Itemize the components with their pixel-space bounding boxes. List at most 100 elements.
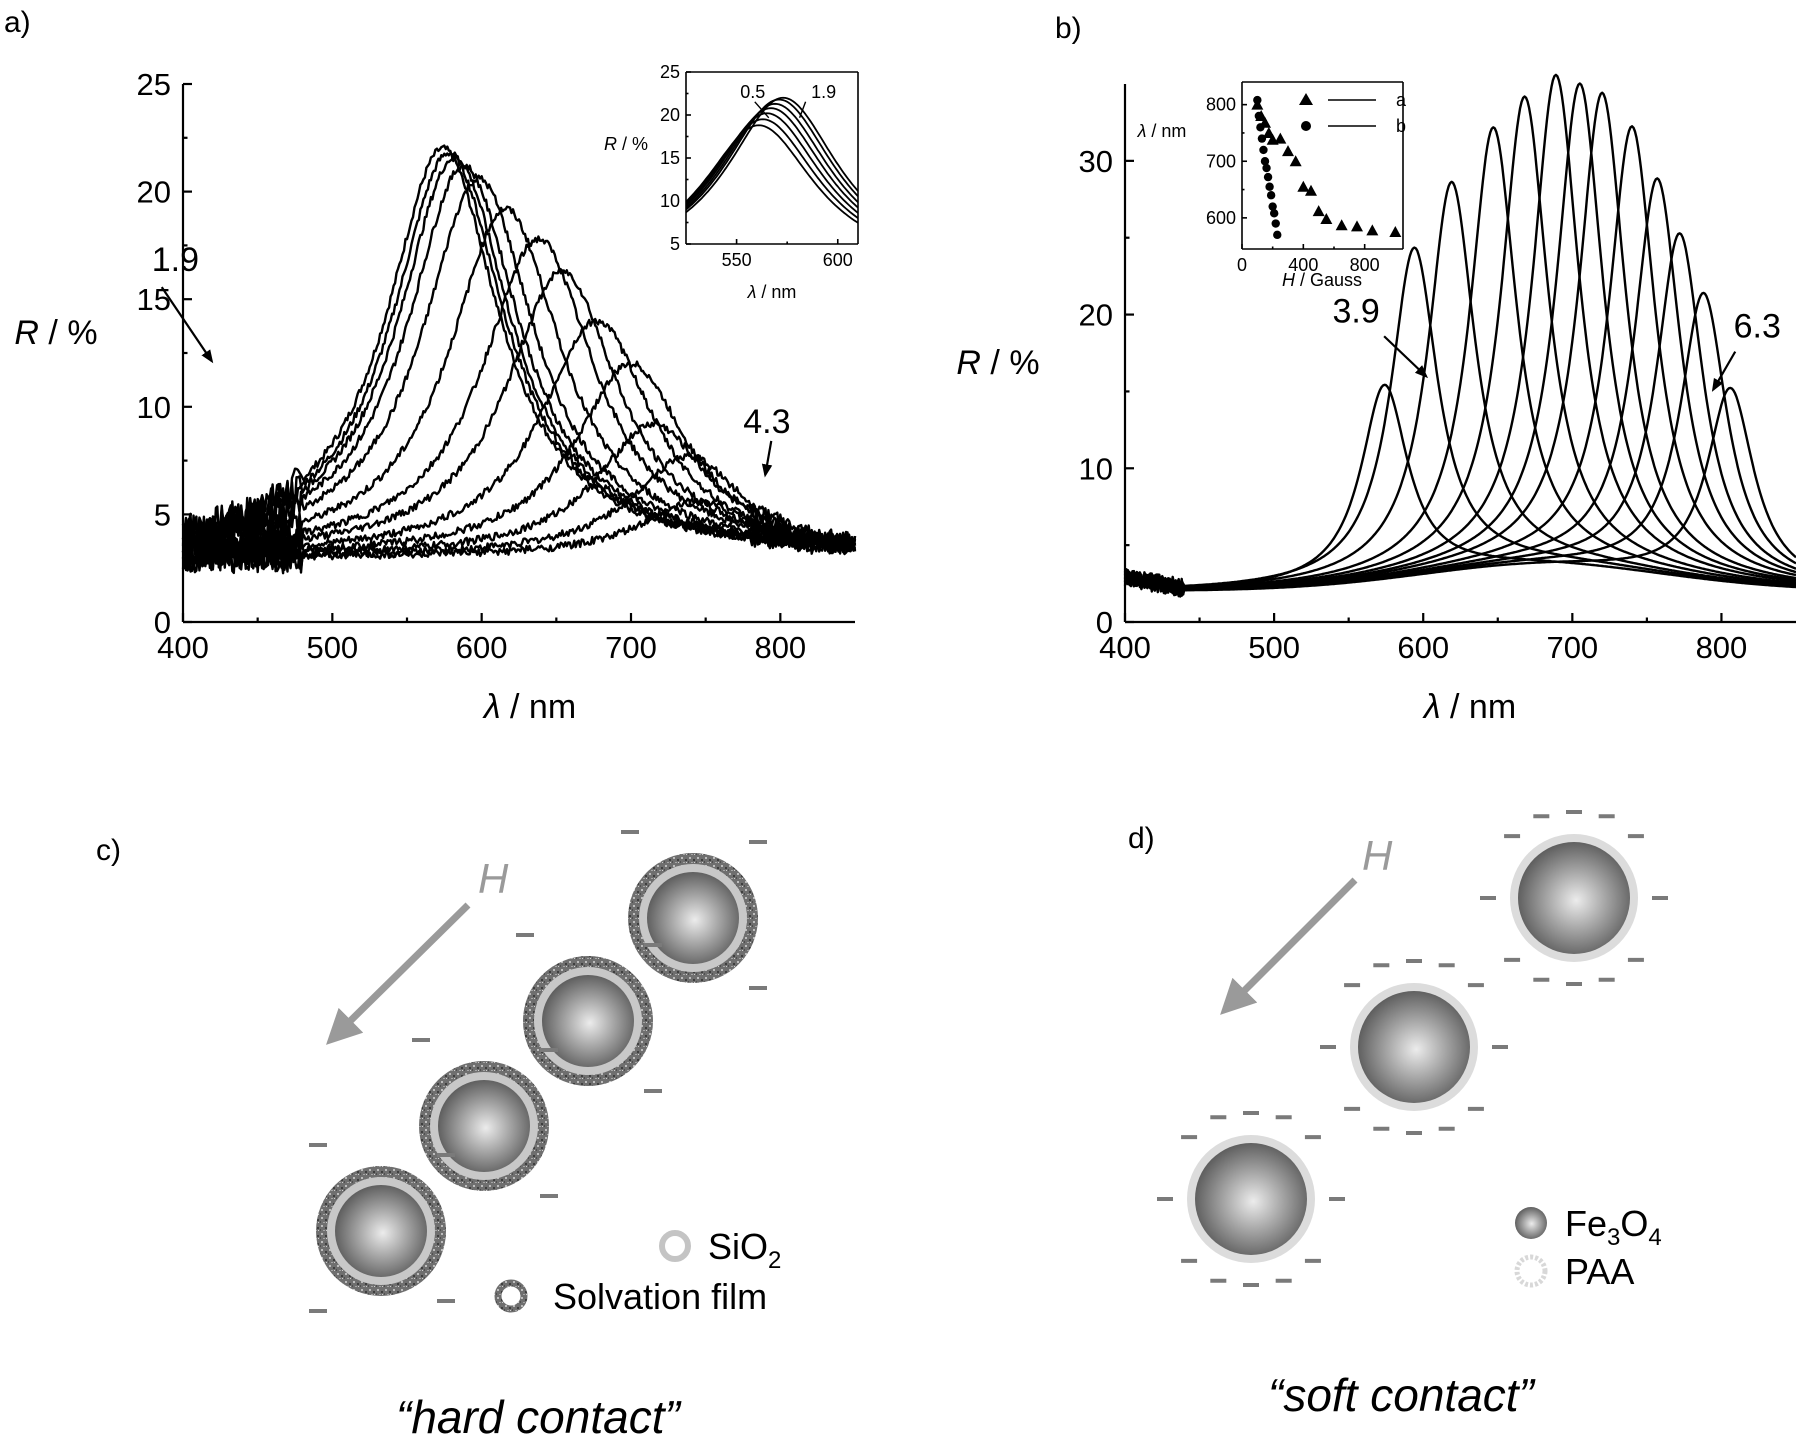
chart-b-ytick-label: 10: [1079, 451, 1113, 486]
panel-label-c: c): [96, 834, 121, 867]
chart-a-inset-spectrum-1: [685, 118, 859, 219]
chart-b-inset-point-a: [1289, 155, 1302, 167]
chart-a-y-axis-label: R / %: [14, 314, 97, 352]
particle-c-3: [309, 1143, 455, 1313]
chart-a-inset-annotation-label: 0.5: [740, 82, 765, 102]
legend-paa-label: PAA: [1565, 1251, 1634, 1292]
diagram-d-soft-contact: H Fe3O4 PAA “soft contact”: [1157, 810, 1668, 1421]
chart-b-inset-xtick-label: 400: [1288, 255, 1318, 275]
chart-a-inset-ytick-label: 15: [660, 148, 680, 168]
panel-label-a: a): [4, 6, 31, 39]
chart-b-spectrum-8: [1123, 125, 1796, 597]
chart-b-y-axis-unit: / %: [981, 344, 1040, 382]
magnetite-core: [542, 975, 634, 1067]
chart-b-inset-point-a: [1262, 126, 1275, 138]
chart-a-inset-spectrum-3: [685, 107, 859, 209]
particle-d-1: [1320, 959, 1508, 1135]
chart-b-x-axis-label: λ / nm: [1422, 688, 1516, 726]
chart-a-xtick-label: 600: [456, 630, 508, 665]
chart-b-inset-x-axis-label: H / Gauss: [1282, 270, 1362, 290]
legend-d: Fe3O4 PAA: [1514, 1203, 1662, 1292]
chart-b-inset-ytick-label: 600: [1206, 208, 1236, 228]
particle-c-2: [412, 1038, 558, 1208]
chart-b-inset-point-a: [1312, 205, 1325, 217]
chart-b-inset-y-axis-label: λ / nm: [1137, 121, 1187, 141]
chart-b-inset-y-axis-symbol: λ: [1137, 121, 1147, 141]
chart-b-inset-point-a: [1297, 180, 1310, 192]
chart-b-inset-ytick-label: 800: [1206, 95, 1236, 115]
chart-b-inset-legend-marker: [1299, 93, 1313, 105]
chart-b-inset-x-axis-unit: / Gauss: [1295, 270, 1362, 290]
chart-b-ytick-label: 0: [1096, 605, 1113, 640]
chart-a-inset-y-axis-symbol: R: [604, 134, 617, 154]
chart-b-spectrum-12: [1123, 386, 1796, 598]
chart-b-inset-point-b: [1256, 123, 1265, 132]
chart-b-annotation-label: 3.9: [1332, 292, 1379, 330]
chart-b-inset-point-a: [1366, 224, 1379, 236]
chart-a-spectrum-8: [182, 317, 857, 569]
chart-a-inset-spectrum-6: [685, 96, 859, 214]
chart-b-inset-point-b: [1253, 95, 1262, 105]
field-arrow-d: [1220, 877, 1358, 1015]
chart-a-annotation-arrow: [160, 286, 214, 364]
solvation-ring-icon: [494, 1279, 528, 1313]
legend-c: SiO2 Solvation film: [494, 1226, 781, 1317]
chart-a-spectrum-5: [181, 205, 857, 558]
chart-b-xtick-label: 600: [1397, 630, 1449, 665]
chart-b-inset-legend-label: b: [1396, 116, 1406, 136]
chart-a-annotation-arrow: [761, 440, 773, 478]
chart-b-xtick-label: 400: [1099, 630, 1151, 665]
chart-b-inset-point-b: [1268, 202, 1277, 211]
chart-b-inset-legend-marker: [1301, 121, 1311, 131]
field-arrow-c: [326, 902, 471, 1045]
chart-a-inset-x-axis-label: λ / nm: [747, 282, 797, 302]
chart-b-y-axis-symbol: R: [956, 344, 981, 382]
chart-b-xtick-label: 700: [1546, 630, 1598, 665]
chart-a-inset-annotation-label: 1.9: [811, 82, 836, 102]
chart-a-inset-ytick-label: 5: [670, 234, 680, 254]
chart-a-x-axis-label: λ / nm: [482, 688, 576, 726]
caption-c: “hard contact”: [396, 1391, 682, 1441]
chart-b-annotation-arrow: [1383, 335, 1429, 379]
chart-b-xtick-label: 800: [1696, 630, 1748, 665]
chart-b-inset-point-b: [1273, 230, 1282, 240]
diagram-c-hard-contact: H SiO2 Solvation film “hard contact”: [309, 830, 781, 1441]
caption-d: “soft contact”: [1268, 1369, 1537, 1421]
chart-b-inset-point-b: [1271, 219, 1280, 228]
particle-c-1: [516, 933, 662, 1103]
magnetite-core: [1195, 1143, 1307, 1255]
chart-a-inset-y-axis-unit: / %: [617, 134, 648, 154]
panel-label-d: d): [1128, 822, 1155, 855]
chart-b-inset-point-a: [1320, 212, 1333, 224]
chart-b-inset-point-a: [1351, 220, 1363, 232]
chart-a-inset-ytick-label: 25: [660, 62, 680, 82]
paa-ring-icon: [1514, 1254, 1548, 1288]
legend-solvation-label: Solvation film: [553, 1276, 767, 1317]
chart-a-inset-y-axis-label: R / %: [604, 134, 648, 154]
chart-b-inset-point-b: [1265, 182, 1274, 191]
chart-b-inset-point-b: [1262, 163, 1271, 173]
chart-b-x-axis-unit: / nm: [1441, 688, 1517, 726]
chart-a-inset-spectrum-2: [685, 112, 859, 214]
chart-b-inset-point-a: [1389, 226, 1402, 238]
chart-a-spectrum-10: [181, 421, 857, 572]
chart-b-reflectance-spectra: 400 500 600 700 800 0 10 20 30 λ / nm R / % 3.9 6.3 0…: [956, 73, 1796, 726]
chart-b-inset-point-b: [1270, 209, 1279, 218]
chart-a-inset-x-axis-symbol: λ: [747, 282, 757, 302]
chart-a-inset-x-axis-unit: / nm: [756, 282, 796, 302]
chart-b-inset-legend-label: a: [1396, 90, 1407, 110]
chart-a-inset-xtick-label: 550: [722, 250, 752, 270]
chart-a-inset-annotation-tick: [798, 101, 807, 119]
chart-a-spectrum-11: [181, 452, 857, 574]
chart-b-inset-xtick-label: 800: [1350, 255, 1380, 275]
chart-a-x-axis-symbol: λ: [482, 688, 501, 726]
chart-b-ytick-label: 30: [1079, 144, 1113, 179]
field-label-c: H: [478, 855, 509, 902]
chart-b-ytick-label: 20: [1079, 298, 1113, 333]
chart-a-ytick-label: 5: [154, 497, 171, 532]
chart-a-inset-ytick-label: 10: [660, 191, 680, 211]
chart-b-spectrum-2: [1123, 180, 1796, 591]
chart-a-y-axis-unit: / %: [39, 314, 98, 352]
chart-b-y-axis-label: R / %: [956, 344, 1039, 382]
